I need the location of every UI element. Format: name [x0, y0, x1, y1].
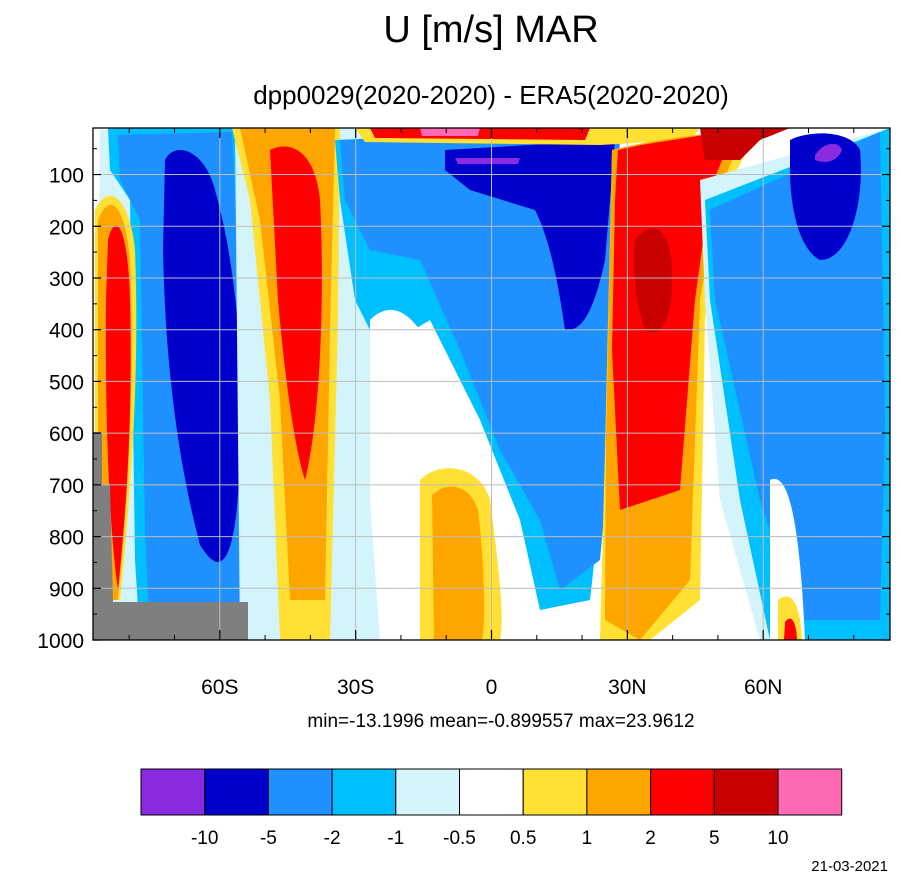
chart-title: U [m/s] MAR	[383, 9, 598, 51]
region-n-blue	[710, 132, 885, 620]
region-trop-orange-inner	[432, 486, 485, 640]
legend-level-label: 2	[645, 828, 656, 849]
legend-swatch	[204, 768, 269, 816]
region-sw-red	[105, 225, 131, 590]
region-trop-dark-blue	[445, 140, 615, 330]
color-legend: -10 -5 -2 -1 -0.5 0.5 1 2 5 10	[140, 768, 843, 849]
legend-swatch	[331, 768, 397, 816]
y-tick-label: 200	[49, 216, 84, 239]
y-axis: 100 200 300 400 500 600 700 800 900 1000	[37, 148, 890, 653]
legend-swatch	[586, 768, 652, 816]
x-tick-label: 30N	[608, 676, 647, 699]
region-upper-red	[370, 128, 590, 140]
y-tick-label: 400	[49, 320, 84, 343]
x-tick-label: 60N	[744, 676, 783, 699]
region-nsub-dark-red-top	[700, 128, 790, 160]
y-tick-label: 500	[49, 371, 84, 394]
y-tick-label: 600	[49, 423, 84, 446]
date-stamp: 21-03-2021	[811, 858, 888, 875]
missing-data-mask	[93, 432, 248, 640]
legend-swatch	[267, 768, 333, 816]
region-trop-purple	[455, 158, 520, 164]
x-axis: 60S 30S 0 30N 60N	[128, 128, 855, 699]
legend-level-label: 1	[582, 828, 593, 849]
legend-swatch	[395, 768, 460, 816]
y-tick-label: 100	[49, 165, 84, 188]
region-upper-pink	[420, 128, 480, 136]
chart-subtitle: dpp0029(2020-2020) - ERA5(2020-2020)	[253, 80, 729, 110]
region-n-yellow-low	[778, 596, 802, 640]
region-n-dark-blue	[790, 133, 861, 260]
legend-level-label: 10	[767, 828, 788, 849]
region-nsub-dark-red	[633, 228, 673, 333]
region-ssub-red	[270, 146, 322, 480]
contour-field	[93, 128, 890, 640]
y-tick-label: 300	[49, 268, 84, 291]
region-n-purple	[815, 143, 842, 162]
legend-level-label: -0.5	[443, 828, 476, 849]
region-n-red-low	[784, 618, 797, 640]
legend-swatch	[713, 768, 779, 816]
legend-swatch	[777, 768, 843, 816]
legend-level-label: -1	[387, 828, 404, 849]
plot-grid	[93, 128, 890, 641]
x-tick-label: 60S	[201, 676, 238, 699]
y-tick-label: 800	[49, 527, 84, 550]
stats-line: min=-13.1996 mean=-0.899557 max=23.9612	[307, 711, 694, 732]
x-tick-label: 0	[486, 676, 498, 699]
legend-swatch	[459, 768, 524, 816]
legend-level-label: 0.5	[510, 828, 536, 849]
y-tick-label: 700	[49, 475, 84, 498]
legend-level-label: 5	[709, 828, 720, 849]
y-tick-label: 1000	[37, 630, 84, 653]
legend-level-label: -5	[260, 828, 277, 849]
legend-level-label: -2	[324, 828, 341, 849]
legend-level-label: -10	[191, 828, 218, 849]
legend-swatch	[140, 768, 206, 816]
y-tick-label: 900	[49, 578, 84, 601]
legend-swatch	[650, 768, 715, 816]
legend-swatch	[522, 768, 588, 816]
region-dark-blue	[163, 150, 242, 562]
x-tick-label: 30S	[337, 676, 374, 699]
